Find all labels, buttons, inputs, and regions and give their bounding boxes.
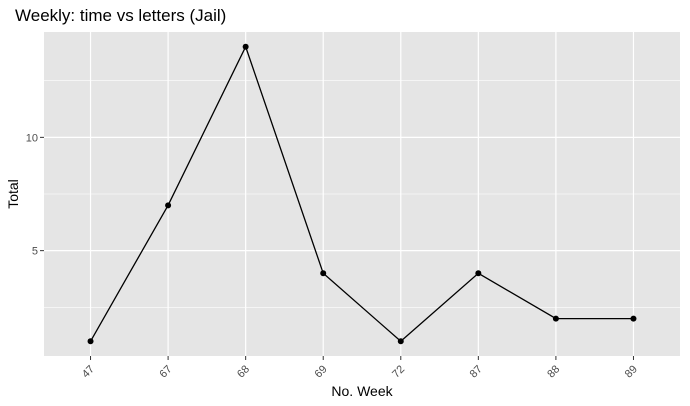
y-tick-label: 10 xyxy=(26,132,38,144)
y-axis-ticks: 5 10 xyxy=(26,132,44,258)
major-gridlines xyxy=(44,32,680,356)
x-tick-label: 69 xyxy=(313,363,330,380)
x-axis-ticks: 47 67 68 69 72 87 88 89 xyxy=(80,356,640,380)
data-points xyxy=(87,43,637,345)
x-tick-label: 68 xyxy=(235,363,252,380)
x-tick-label: 72 xyxy=(390,363,407,380)
x-tick-label: 88 xyxy=(545,363,562,380)
y-tick-label: 5 xyxy=(32,246,38,258)
chart-title: Weekly: time vs letters (Jail) xyxy=(15,6,226,25)
x-axis-title: No. Week xyxy=(331,383,393,399)
x-tick-label: 47 xyxy=(80,363,97,380)
data-point xyxy=(552,315,559,322)
data-point xyxy=(320,270,327,277)
x-tick-label: 67 xyxy=(157,363,174,380)
data-point xyxy=(397,338,404,345)
series-line xyxy=(89,45,634,343)
x-tick-label: 89 xyxy=(623,363,640,380)
data-point xyxy=(242,43,249,50)
data-point xyxy=(630,315,637,322)
x-tick-label: 87 xyxy=(468,363,485,380)
y-axis-title: Total xyxy=(5,179,21,209)
data-point xyxy=(165,202,172,209)
data-point xyxy=(475,270,482,277)
data-point xyxy=(87,338,94,345)
